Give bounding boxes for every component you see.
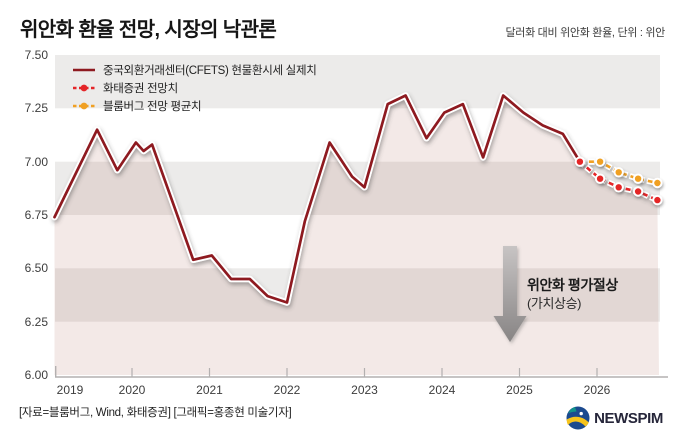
x-tick-label: 2026 [583, 383, 611, 397]
annotation-value-rise: (가치상승) [527, 296, 582, 311]
forecast-dot [594, 173, 606, 184]
down-arrow-icon [493, 246, 527, 342]
x-tick-label: 2025 [506, 383, 533, 397]
newspim-globe-icon [566, 406, 590, 430]
forecast-dot [574, 156, 586, 167]
forecast-dot [594, 156, 606, 167]
forecast-dot [632, 186, 644, 197]
forecast-dots [574, 156, 663, 206]
legend-item-actual: 중국외환거래센터(CFETS) 현물환시세 실제치 [72, 63, 317, 77]
x-tick-label: 2024 [428, 383, 456, 397]
y-tick-label: 7.50 [24, 48, 48, 62]
forecast-dot [613, 182, 624, 193]
x-axis [55, 366, 668, 378]
grid-bands [55, 55, 660, 322]
y-tick-label: 6.75 [24, 208, 48, 222]
forecast-dot [632, 173, 644, 184]
dashed-dot-red-swatch [73, 84, 95, 92]
newspim-logo: NEWSPIM [566, 406, 663, 430]
actual-line [53, 94, 582, 304]
legend-item-bloomberg: 블룸버그 전망 평균치 [72, 99, 317, 113]
newspim-wordmark: NEWSPIM [594, 409, 663, 427]
legend-item-huatai: 화태증권 전망치 [72, 81, 317, 95]
x-tick-label: 2020 [118, 383, 146, 397]
annotation-appreciation: 위안화 평가절상 [527, 277, 618, 293]
forecast-dot [652, 177, 663, 189]
solid-line-swatch [73, 68, 95, 72]
unit-note: 달러화 대비 위안화 환율, 단위 : 위안 [505, 27, 665, 39]
x-tick-label: 2019 [56, 383, 84, 397]
legend-label: 중국외환거래센터(CFETS) 현물환시세 실제치 [103, 65, 317, 77]
page-title: 위안화 환율 전망, 시장의 낙관론 [20, 19, 277, 41]
forecast-line [579, 160, 658, 185]
forecast-dot [613, 167, 624, 178]
legend-label: 화태증권 전망치 [103, 83, 178, 95]
y-tick-label: 6.50 [24, 261, 48, 276]
forecast-dot [652, 194, 663, 206]
y-tick-label: 6.00 [24, 368, 48, 382]
dashed-dot-orange-swatch [73, 102, 95, 110]
y-tick-label: 6.25 [24, 314, 48, 329]
y-tick-label: 7.25 [24, 101, 48, 116]
x-tick-label: 2022 [273, 383, 301, 397]
x-axis-ticks [131, 368, 598, 377]
x-tick-label: 2023 [351, 383, 378, 397]
x-tick-label: 2021 [196, 383, 223, 397]
legend-label: 블룸버그 전망 평균치 [103, 101, 202, 113]
y-tick-label: 7.00 [24, 154, 48, 169]
source-credit: [자료=블룸버그, Wind, 화태증권] [그래픽=홍종현 미술기자] [19, 407, 292, 419]
legend: 중국외환거래센터(CFETS) 현물환시세 실제치 화태증권 전망치 블룸버그 … [72, 63, 317, 113]
